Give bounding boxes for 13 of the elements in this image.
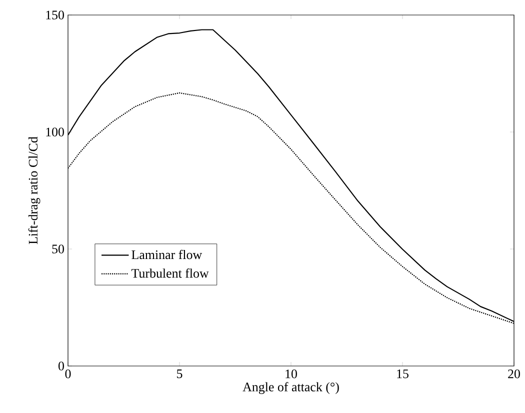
y-tick-label: 100 bbox=[46, 128, 64, 136]
y-axis-title: Lift-drag ratio Cl/Cd bbox=[28, 136, 40, 244]
y-tick-label: 150 bbox=[46, 10, 64, 20]
x-tick-label: 0 bbox=[65, 370, 71, 378]
x-tick-label: 20 bbox=[508, 370, 520, 378]
legend-label: Turbulent flow bbox=[131, 268, 209, 278]
x-axis-title: Angle of attack (°) bbox=[242, 382, 339, 394]
x-tick-label: 5 bbox=[177, 370, 182, 378]
x-tick-label: 15 bbox=[397, 370, 408, 378]
y-tick-label: 0 bbox=[58, 362, 64, 370]
legend-label: Laminar flow bbox=[132, 250, 202, 260]
x-tick-label: 10 bbox=[286, 370, 297, 378]
y-tick-label: 50 bbox=[52, 244, 64, 254]
